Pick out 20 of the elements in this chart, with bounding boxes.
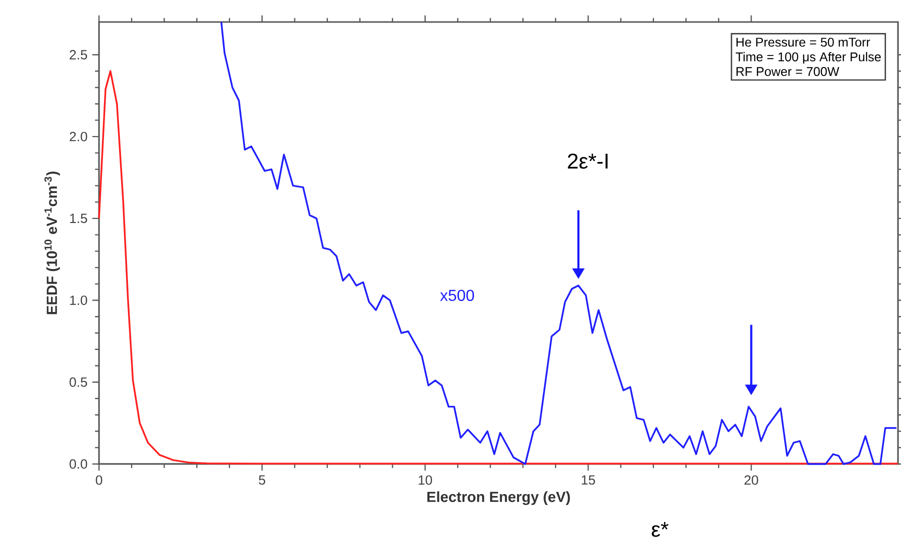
text: ε* bbox=[652, 522, 669, 537]
y-tick-label: 1.0 bbox=[70, 296, 88, 305]
y-tick-label: 1.5 bbox=[70, 214, 88, 224]
y-tick-label: 0.5 bbox=[70, 377, 88, 387]
x-tick-label: 20 bbox=[744, 475, 758, 485]
line-series bbox=[220, 21, 898, 465]
text: EEDF (10$^{10}$ eV$^{-1}$cm$^{-3}$) bbox=[44, 172, 60, 314]
x-tick-label: 0 bbox=[96, 475, 102, 485]
annotation: RF Power = 700W bbox=[736, 67, 840, 76]
text: x500 bbox=[440, 290, 474, 302]
y-tick-label: 2.0 bbox=[70, 132, 88, 142]
y-tick-label: 0.0 bbox=[70, 459, 88, 469]
annotation: 2ε*-I bbox=[568, 154, 608, 169]
annotation: Time = 100 μs After Pulse bbox=[736, 52, 881, 64]
x-tick-label: 15 bbox=[582, 475, 596, 485]
annotation: He Pressure = 50 mTorr bbox=[736, 38, 870, 47]
x-axis-title: Electron Energy (eV) bbox=[427, 491, 570, 506]
y-tick-label: 2.5 bbox=[70, 50, 88, 60]
x-tick-label: 10 bbox=[418, 475, 432, 485]
x-tick-label: 5 bbox=[258, 475, 266, 485]
